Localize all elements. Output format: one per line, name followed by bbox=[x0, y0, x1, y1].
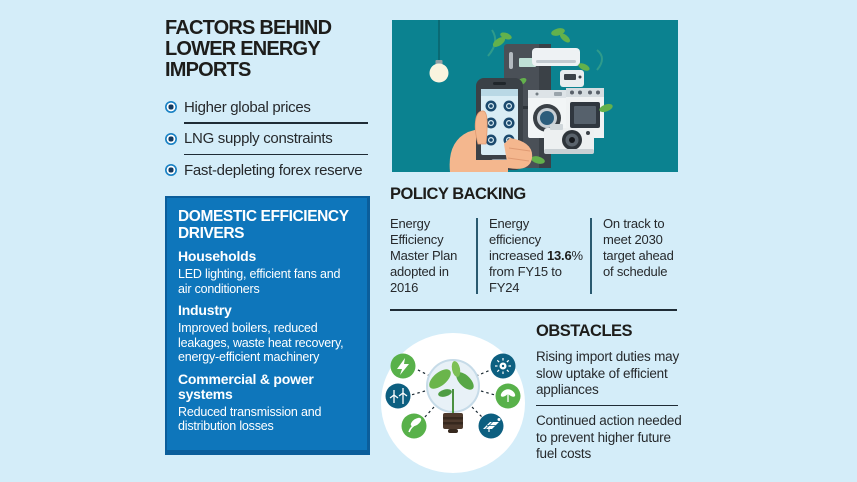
policy-columns: Energy Efficiency Master Plan adopted in… bbox=[390, 216, 682, 296]
vertical-divider bbox=[590, 218, 592, 294]
hanging-lightbulb-icon bbox=[429, 20, 449, 83]
policy-highlight-value: 13.6 bbox=[546, 248, 572, 263]
drivers-title: DOMESTIC EFFICIENCY DRIVERS bbox=[178, 208, 356, 242]
drivers-subheading-industry: Industry bbox=[178, 302, 232, 318]
obstacles-title: OBSTACLES bbox=[536, 322, 633, 340]
sun-icon bbox=[490, 353, 516, 379]
solar-panel-icon bbox=[478, 413, 504, 439]
leaf-icon bbox=[492, 28, 613, 164]
list-item: Higher global prices bbox=[165, 94, 371, 120]
camera-icon bbox=[544, 124, 594, 154]
policy-col2-prefix: Energy efficiency increased bbox=[489, 216, 547, 263]
separator-line bbox=[536, 404, 678, 406]
lightning-icon bbox=[390, 353, 416, 379]
policy-col-efficiency-gain: Energy efficiency increased 13.6% from F… bbox=[489, 216, 584, 296]
domestic-efficiency-panel: DOMESTIC EFFICIENCY DRIVERS Households L… bbox=[165, 196, 370, 455]
factor-text: Higher global prices bbox=[184, 98, 311, 116]
separator-line bbox=[390, 309, 677, 311]
stove-oven-icon bbox=[566, 88, 604, 138]
factor-text: Fast-depleting forex reserve bbox=[184, 161, 363, 179]
policy-col-master-plan: Energy Efficiency Master Plan adopted in… bbox=[390, 216, 458, 295]
policy-col2-suffix: % from FY15 to FY24 bbox=[489, 248, 583, 295]
list-item: Fast-depleting forex reserve bbox=[165, 157, 371, 183]
wind-turbine-icon bbox=[385, 383, 411, 409]
vine-curl bbox=[596, 49, 603, 71]
drivers-title-line: DOMESTIC EFFICIENCY bbox=[178, 208, 349, 225]
separator-line bbox=[184, 122, 368, 124]
drivers-title-line: DRIVERS bbox=[178, 225, 245, 242]
green-energy-bulb-illustration bbox=[373, 329, 533, 477]
policy-col-2030-target: On track to meet 2030 target ahead of sc… bbox=[603, 216, 674, 279]
hand-holding-smartphone-icon bbox=[449, 78, 533, 172]
bulb-svg bbox=[381, 333, 525, 473]
factors-title-line: IMPORTS bbox=[165, 59, 251, 81]
bullet-ring-icon bbox=[165, 164, 177, 176]
smart-appliances-illustration bbox=[392, 20, 678, 172]
factors-title-line: FACTORS BEHIND bbox=[165, 17, 332, 39]
factors-title: FACTORS BEHIND LOWER ENERGY IMPORTS bbox=[165, 18, 377, 81]
obstacle-text: Rising import duties may slow uptake of … bbox=[536, 349, 680, 397]
microwave-icon bbox=[560, 70, 584, 87]
air-conditioner-icon bbox=[532, 48, 580, 66]
bullet-ring-icon bbox=[165, 101, 177, 113]
dashed-connectors bbox=[410, 368, 496, 419]
vertical-divider bbox=[476, 218, 478, 294]
drivers-body-industry: Improved boilers, reduced leakages, wast… bbox=[178, 321, 344, 364]
drivers-body-commercial: Reduced transmission and distribution lo… bbox=[178, 404, 322, 434]
factors-title-line: LOWER ENERGY bbox=[165, 38, 321, 60]
factor-text: LNG supply constraints bbox=[184, 130, 333, 147]
policy-title: POLICY BACKING bbox=[390, 185, 526, 203]
obstacles-section: OBSTACLES Rising import duties may slow … bbox=[536, 322, 698, 463]
drivers-body-households: LED lighting, efficient fans and air con… bbox=[178, 267, 341, 296]
factors-section: FACTORS BEHIND LOWER ENERGY IMPORTS High… bbox=[165, 18, 377, 183]
leaf-sprout-icon bbox=[495, 383, 521, 409]
plant-in-bulb-icon bbox=[426, 359, 480, 433]
policy-backing-section: POLICY BACKING Energy Efficiency Master … bbox=[390, 185, 682, 311]
drivers-subheading-households: Households bbox=[178, 248, 257, 264]
factors-list: Higher global prices LNG supply constrai… bbox=[165, 94, 371, 183]
bullet-ring-icon bbox=[165, 132, 177, 145]
plug-leaf-icon bbox=[401, 413, 427, 439]
appliances-svg bbox=[392, 20, 678, 172]
drivers-subheading-commercial: Commercial & power systems bbox=[178, 370, 314, 402]
separator-line bbox=[184, 153, 368, 155]
list-item: LNG supply constraints bbox=[165, 126, 371, 152]
obstacle-text: Continued action needed to prevent highe… bbox=[536, 413, 682, 461]
